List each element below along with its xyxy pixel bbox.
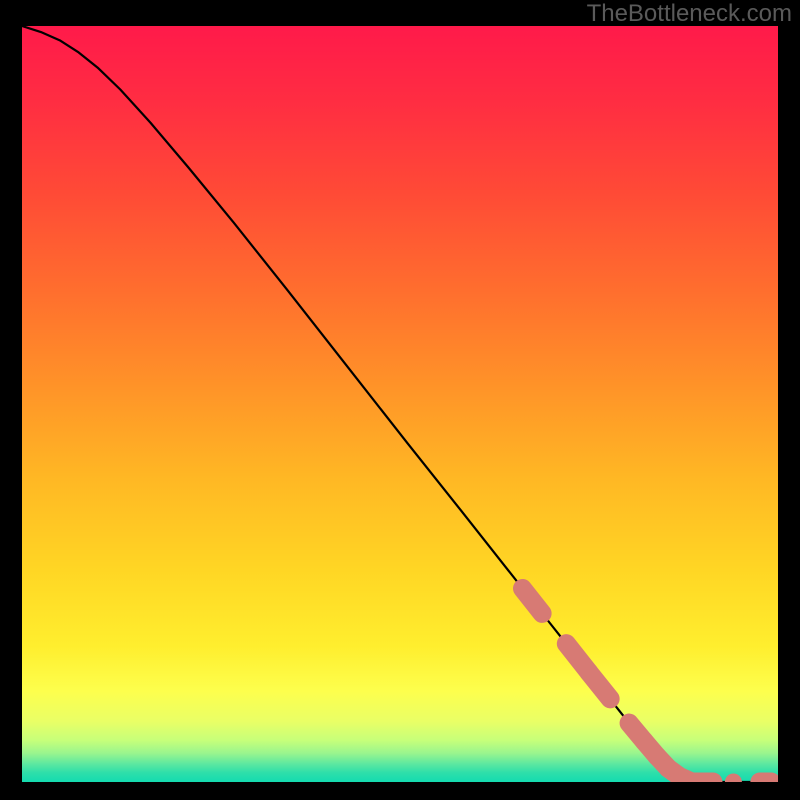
gradient-background [22, 26, 778, 782]
chart-frame: TheBottleneck.com [0, 0, 800, 800]
marker-point [621, 715, 638, 732]
marker-point [558, 635, 575, 652]
marker-point [534, 605, 551, 622]
plot-area [22, 26, 778, 782]
marker-point [636, 733, 653, 750]
marker-point [514, 580, 531, 597]
marker-point [602, 690, 619, 707]
chart-svg [22, 26, 778, 782]
marker-point [581, 664, 598, 681]
watermark-text: TheBottleneck.com [587, 0, 792, 28]
